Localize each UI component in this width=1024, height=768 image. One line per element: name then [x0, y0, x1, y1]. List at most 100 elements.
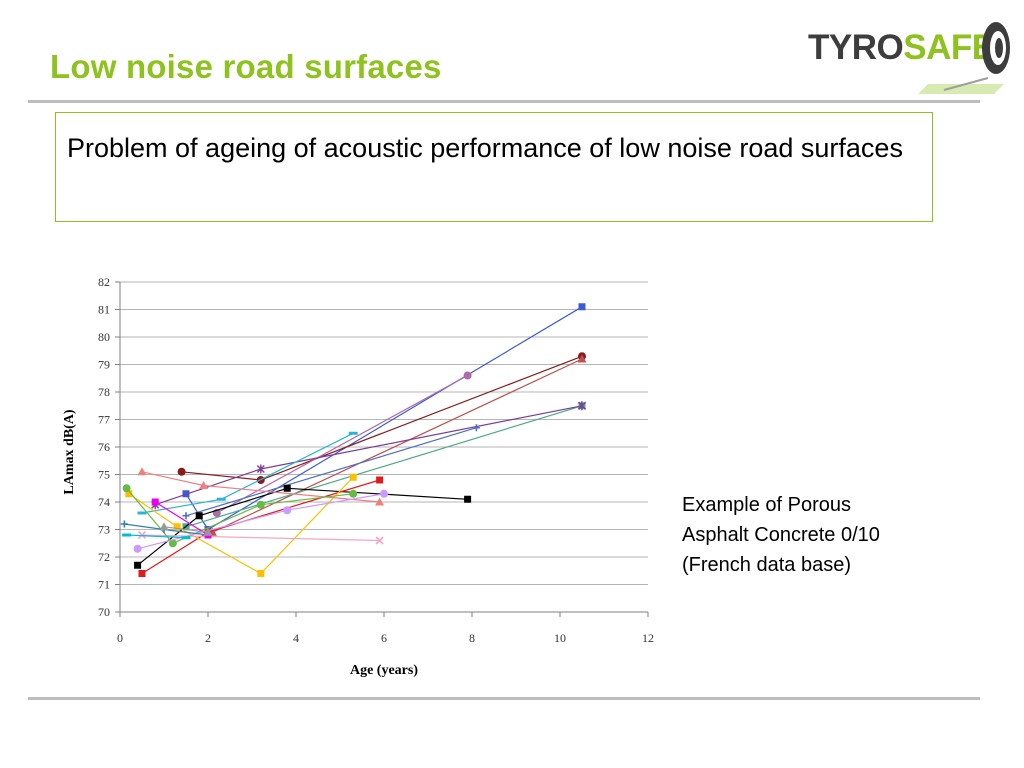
data-point — [181, 536, 191, 540]
series-line — [163, 526, 209, 533]
caption-line: Asphalt Concrete 0/10 — [682, 524, 880, 546]
logo-wordmark: TYROSAFE — [808, 28, 995, 67]
y-tick-label: 79 — [98, 358, 110, 372]
bullet-text: Problem of ageing of acoustic performanc… — [67, 133, 903, 163]
x-tick-label: 12 — [642, 631, 654, 645]
data-point — [349, 473, 357, 481]
data-point — [578, 303, 586, 311]
y-tick-label: 74 — [98, 495, 110, 509]
data-point — [195, 512, 203, 520]
data-point — [138, 570, 146, 577]
series-group — [134, 484, 472, 569]
data-point — [464, 495, 472, 503]
data-point — [472, 424, 480, 432]
data-point — [376, 476, 384, 484]
y-tick-label: 82 — [98, 275, 110, 289]
x-tick-label: 10 — [554, 631, 566, 645]
data-point — [256, 464, 265, 474]
data-point — [151, 498, 159, 506]
chart-caption: Example of Porous Asphalt Concrete 0/10 … — [682, 490, 982, 580]
chart-grid — [120, 281, 648, 613]
data-point — [173, 523, 181, 531]
series-group — [122, 484, 358, 548]
caption-line: Example of Porous — [682, 494, 851, 516]
data-point — [120, 520, 128, 528]
series-group — [182, 424, 480, 520]
data-point — [182, 512, 190, 520]
data-point — [137, 530, 147, 540]
data-point — [122, 484, 131, 493]
y-tick-labels: 70 71 72 73 74 75 76 77 78 79 80 81 82 — [98, 275, 110, 619]
y-tick-label: 76 — [98, 440, 110, 454]
caption-line: (French data base) — [682, 554, 851, 576]
y-tick-label: 70 — [98, 605, 110, 619]
tyrosafe-logo: TYROSAFE — [808, 18, 1012, 94]
y-tick-label: 73 — [98, 523, 110, 537]
top-divider — [28, 100, 980, 103]
data-point — [283, 506, 292, 515]
data-point — [256, 500, 265, 509]
ageing-chart: 70 71 72 73 74 75 76 77 78 79 80 81 82 0 2 4 6 8 10 12 Age… — [62, 275, 654, 678]
series-line — [185, 405, 583, 528]
series-group — [137, 467, 385, 506]
data-point — [578, 401, 586, 411]
data-point — [283, 484, 291, 492]
series-group — [122, 533, 191, 540]
series-line — [141, 534, 380, 542]
data-point — [577, 354, 587, 363]
data-point — [137, 467, 147, 476]
data-point — [375, 497, 385, 506]
series-line — [216, 374, 468, 514]
x-tick-label: 6 — [381, 631, 387, 645]
y-tick-label: 80 — [98, 330, 110, 344]
series-group — [207, 354, 587, 536]
series-line — [154, 501, 209, 536]
data-point — [203, 527, 213, 536]
y-tick-label: 81 — [98, 303, 110, 317]
series-line — [185, 427, 477, 517]
chart-series — [120, 303, 587, 577]
series-group — [159, 522, 213, 536]
y-tick-label: 77 — [98, 413, 110, 427]
bullet-box: Problem of ageing of acoustic performanc… — [55, 112, 933, 222]
x-tick-label: 0 — [117, 631, 123, 645]
data-point — [380, 489, 388, 498]
series-group — [133, 489, 388, 553]
data-point — [177, 467, 186, 476]
data-point — [159, 522, 169, 531]
x-tick-labels: 0 2 4 6 8 10 12 — [117, 631, 654, 645]
x-tick-label: 8 — [469, 631, 475, 645]
data-point — [199, 481, 209, 489]
y-axis-label: LAmax dB(A) — [62, 409, 77, 495]
series-line — [155, 405, 583, 506]
data-point — [216, 497, 226, 501]
data-point — [375, 536, 384, 545]
data-point — [257, 570, 265, 577]
series-line — [126, 534, 187, 539]
slide-title: Low noise road surfaces — [50, 48, 442, 85]
data-point — [137, 511, 147, 515]
data-point — [122, 533, 132, 537]
x-tick-label: 4 — [293, 631, 299, 645]
series-group — [125, 473, 357, 577]
data-point — [125, 490, 133, 498]
data-point — [348, 431, 358, 435]
bottom-divider — [28, 697, 980, 700]
data-point — [463, 371, 472, 380]
data-point — [168, 539, 177, 548]
series-line — [128, 476, 354, 575]
tire-icon — [918, 22, 1010, 94]
data-point — [134, 561, 142, 569]
y-tick-label: 72 — [98, 550, 110, 564]
x-axis-label: Age (years) — [350, 663, 418, 678]
y-tick-label: 78 — [98, 385, 110, 399]
series-group — [137, 530, 384, 545]
data-point — [349, 489, 358, 498]
y-tick-label: 71 — [98, 578, 110, 592]
data-point — [133, 544, 142, 553]
series-line — [126, 487, 354, 545]
y-tick-label: 75 — [98, 468, 110, 482]
series-group — [177, 352, 586, 484]
series-group — [137, 431, 358, 515]
x-tick-label: 2 — [205, 631, 211, 645]
